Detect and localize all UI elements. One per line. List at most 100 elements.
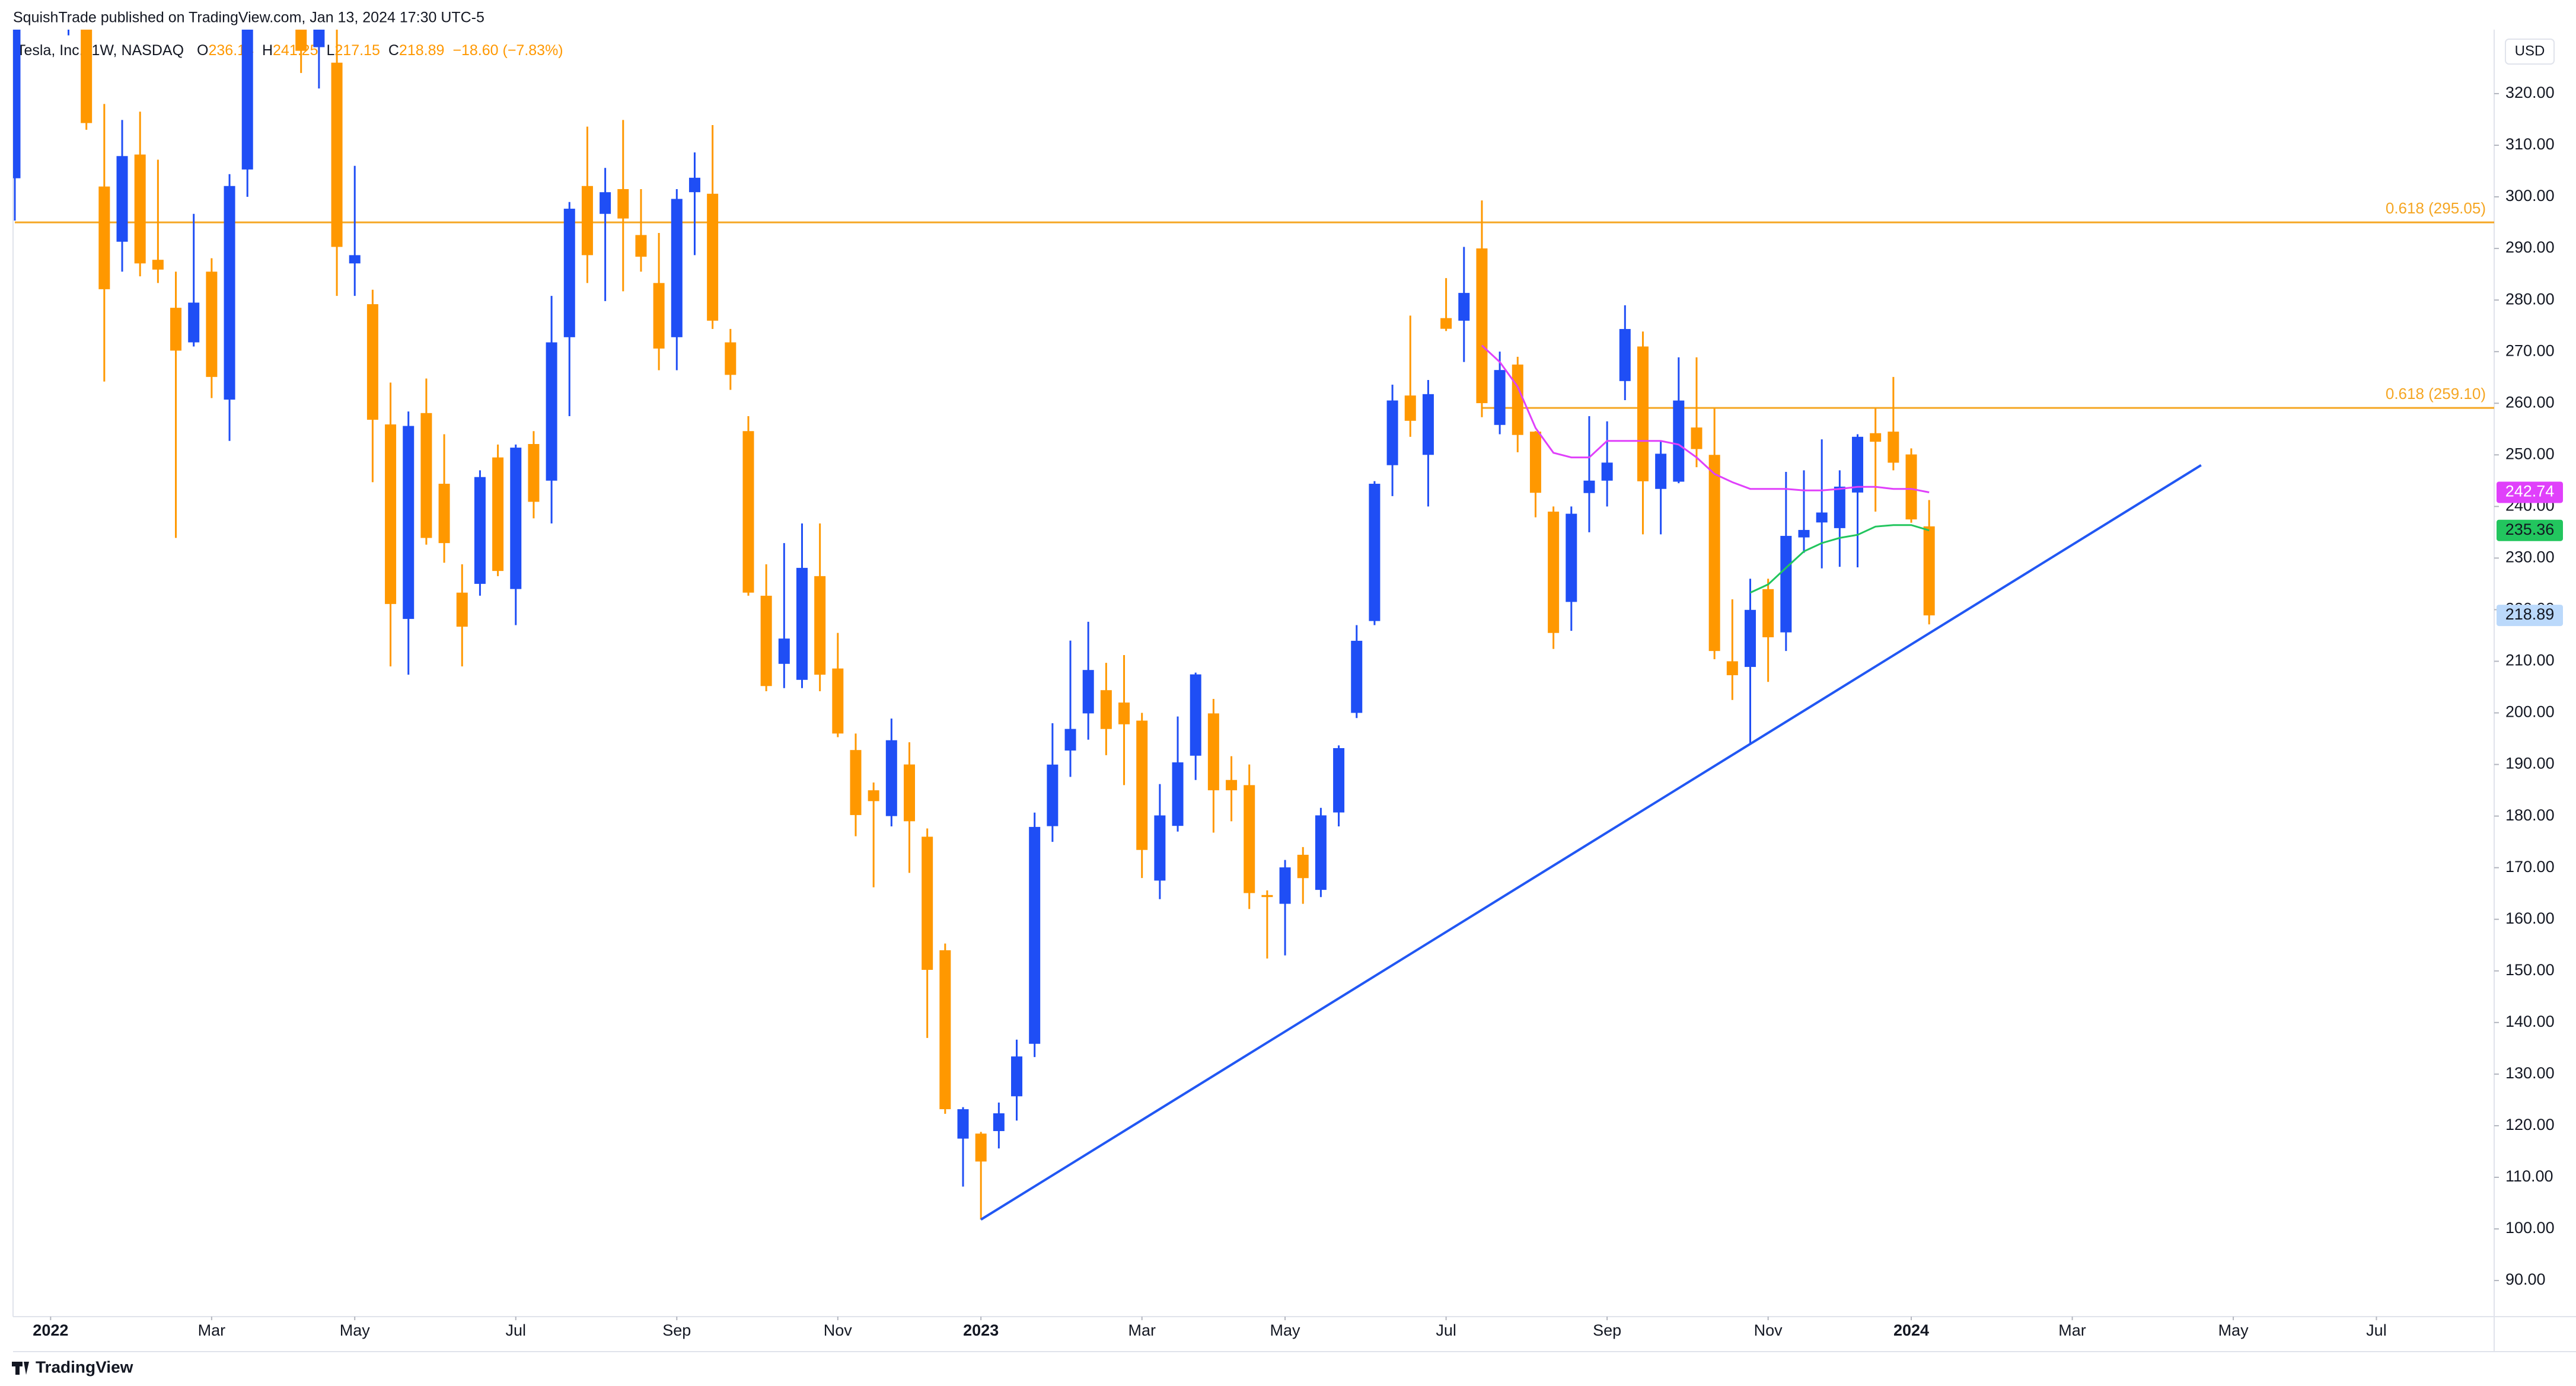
candle-body [152,260,164,270]
fib-label: 0.618 (295.05) [2386,199,2486,217]
candle-body [224,186,235,400]
candle-body [1870,433,1882,442]
candle-body [98,186,110,289]
candle-body [1494,370,1506,425]
candle-body [617,189,629,219]
candle-body [241,30,253,170]
x-tick-label: Sep [662,1321,691,1339]
candle-body [1082,670,1094,714]
candle-body [206,272,218,377]
y-tick-label: 140.00 [2505,1013,2555,1030]
candle-body [742,431,754,593]
candle-body [438,484,450,544]
x-tick-label: May [340,1321,371,1339]
candle-body [331,62,343,247]
ohlc-key: H [262,42,273,59]
candle-body [904,764,915,822]
y-tick-label: 110.00 [2505,1167,2553,1185]
ohlc-key: C [388,42,399,59]
candle-body [1583,480,1595,493]
candle-body [850,750,862,815]
y-tick-label: 210.00 [2505,652,2555,669]
publisher: SquishTrade published on TradingView.com… [13,9,484,26]
x-tick-label: Mar [2058,1321,2086,1339]
candle-body [546,342,557,481]
candle-body [1351,640,1363,713]
candle-body [1100,690,1112,729]
candle-body [1315,815,1327,890]
candle-body [707,193,719,321]
y-tick-label: 250.00 [2505,445,2555,462]
price-badge [2497,519,2563,541]
y-tick-label: 120.00 [2505,1116,2555,1133]
y-tick-label: 320.00 [2505,84,2555,101]
candle-body [635,235,647,257]
candle-body [600,192,611,214]
price-badge-label: 218.89 [2505,605,2555,623]
candle-body [1440,318,1452,329]
legend-header: Tesla, Inc., 1W, NASDAQO236.14H241.25L21… [17,42,563,59]
indicator-line [1481,344,1930,493]
candle-body [1064,729,1076,751]
x-tick-label: May [2218,1321,2249,1339]
candle-body [510,448,522,589]
y-tick-label: 200.00 [2505,703,2555,721]
candle-body [563,209,575,337]
y-tick-label: 260.00 [2505,393,2555,411]
candle-body [1601,462,1613,481]
candle-body [134,154,146,264]
candle-body [1852,436,1864,493]
y-tick-label: 160.00 [2505,909,2555,927]
y-tick-label: 310.00 [2505,135,2555,153]
fib-label: 0.618 (259.10) [2386,385,2486,403]
candle-body [814,576,826,675]
candle-body [653,283,665,349]
indicator-line [1749,524,1930,594]
candle-body [725,342,737,375]
candle-body [1888,432,1899,463]
candle-body [492,457,504,571]
candle-body [1708,455,1720,652]
y-tick-label: 90.00 [2505,1270,2546,1288]
candle-body [1529,432,1541,493]
candle-body [922,836,933,970]
candle-body [957,1109,969,1139]
candle-body [313,30,325,47]
candle-body [1226,780,1238,791]
x-tick-label: Jul [506,1321,527,1339]
candle-body [1726,661,1738,675]
currency-box [2505,39,2555,65]
candle-body [1011,1056,1023,1097]
candle-body [1905,454,1917,520]
candle-body [1834,486,1845,528]
candle-body [1619,328,1631,381]
y-tick-label: 190.00 [2505,755,2555,772]
y-tick-label: 150.00 [2505,961,2555,979]
price-badge [2497,605,2563,627]
candle-body [1780,535,1792,633]
candle-body [366,304,378,420]
candle-body [796,567,808,680]
candle-body [1512,364,1523,435]
x-tick-label: 2022 [33,1321,68,1339]
candle-body [688,177,700,193]
brand: TradingView [36,1358,133,1376]
y-tick-label: 290.00 [2505,238,2555,256]
candle-body [1566,513,1577,602]
candle-body [778,638,790,664]
candle-body [939,950,951,1110]
candle-body [1261,895,1273,898]
candle-body [1691,427,1703,449]
candle-body [1136,720,1148,850]
x-tick-label: May [1270,1321,1301,1339]
candle-body [188,302,200,343]
candle-body [170,308,182,351]
symbol: Tesla, Inc., 1W, NASDAQ [17,42,184,59]
candle-body [760,595,772,686]
candle-body [885,740,897,816]
candle-body [1118,702,1130,724]
ohlc-value: 217.15 [334,42,380,59]
candle-body [671,199,683,337]
